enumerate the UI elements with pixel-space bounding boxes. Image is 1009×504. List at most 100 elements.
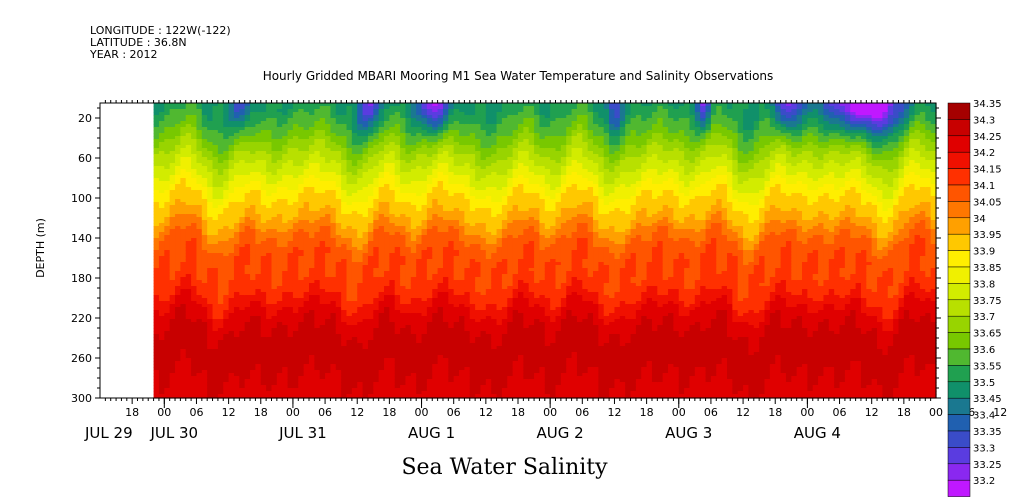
- heatmap-cell: [175, 301, 181, 305]
- heatmap-cell: [303, 289, 310, 293]
- heatmap-cell: [314, 127, 321, 131]
- heatmap-cell: [319, 286, 326, 290]
- heatmap-cell: [367, 277, 374, 281]
- heatmap-cell: [351, 262, 358, 266]
- heatmap-cell: [335, 184, 342, 188]
- heatmap-cell: [378, 208, 385, 212]
- heatmap-cell: [244, 244, 251, 248]
- heatmap-cell: [191, 346, 198, 350]
- heatmap-cell: [266, 190, 273, 194]
- heatmap-cell: [303, 136, 310, 140]
- heatmap-cell: [335, 346, 342, 350]
- heatmap-cell: [341, 232, 348, 236]
- heatmap-cell: [416, 118, 423, 122]
- heatmap-cell: [298, 139, 305, 143]
- heatmap-cell: [373, 268, 380, 272]
- heatmap-cell: [378, 283, 385, 287]
- heatmap-cell: [185, 241, 192, 245]
- heatmap-cell: [223, 325, 230, 329]
- heatmap-cell: [153, 232, 160, 236]
- heatmap-cell: [373, 187, 380, 191]
- heatmap-cell: [292, 130, 299, 134]
- heatmap-cell: [378, 163, 385, 167]
- heatmap-cell: [325, 277, 332, 281]
- heatmap-cell: [378, 349, 385, 353]
- heatmap-cell: [223, 226, 230, 230]
- heatmap-cell: [287, 280, 294, 284]
- heatmap-cell: [319, 328, 326, 332]
- heatmap-cell: [233, 319, 240, 323]
- heatmap-cell: [319, 109, 326, 113]
- heatmap-cell: [384, 385, 390, 389]
- heatmap-cell: [400, 226, 407, 230]
- heatmap-cell: [191, 358, 198, 362]
- heatmap-cell: [410, 307, 417, 311]
- heatmap-cell: [276, 118, 283, 122]
- heatmap-cell: [341, 331, 348, 335]
- heatmap-cell: [217, 268, 224, 272]
- heatmap-cell: [314, 337, 321, 341]
- heatmap-cell: [373, 139, 380, 143]
- heatmap-cell: [384, 160, 390, 164]
- heatmap-cell: [405, 208, 412, 212]
- heatmap-cell: [287, 106, 294, 110]
- heatmap-cell: [325, 199, 332, 203]
- heatmap-cell: [384, 118, 390, 122]
- heatmap-cell: [164, 190, 171, 194]
- heatmap-cell: [400, 307, 407, 311]
- heatmap-cell: [367, 205, 374, 209]
- heatmap-cell: [266, 163, 273, 167]
- heatmap-cell: [303, 163, 310, 167]
- heatmap-cell: [325, 367, 332, 371]
- heatmap-cell: [185, 169, 192, 173]
- heatmap-cell: [287, 298, 294, 302]
- heatmap-cell: [309, 148, 315, 152]
- heatmap-cell: [185, 253, 192, 257]
- heatmap-cell: [319, 301, 326, 305]
- heatmap-cell: [250, 265, 257, 269]
- heatmap-cell: [201, 343, 208, 347]
- heatmap-cell: [373, 292, 380, 296]
- heatmap-cell: [271, 259, 278, 263]
- heatmap-cell: [378, 331, 385, 335]
- heatmap-cell: [282, 202, 289, 206]
- heatmap-cell: [394, 184, 401, 188]
- heatmap-cell: [158, 286, 165, 290]
- heatmap-cell: [175, 289, 181, 293]
- heatmap-cell: [185, 262, 192, 266]
- heatmap-cell: [394, 292, 401, 296]
- heatmap-cell: [228, 352, 235, 356]
- heatmap-cell: [266, 154, 273, 158]
- heatmap-cell: [169, 367, 176, 371]
- heatmap-cell: [351, 337, 358, 341]
- heatmap-cell: [314, 145, 321, 149]
- heatmap-cell: [373, 190, 380, 194]
- heatmap-cell: [330, 169, 337, 173]
- heatmap-cell: [282, 331, 289, 335]
- heatmap-cell: [223, 283, 230, 287]
- heatmap-cell: [217, 244, 224, 248]
- heatmap-cell: [212, 322, 219, 326]
- heatmap-cell: [314, 196, 321, 200]
- heatmap-cell: [335, 310, 342, 314]
- heatmap-cell: [158, 229, 165, 233]
- heatmap-cell: [394, 235, 401, 239]
- heatmap-cell: [351, 208, 358, 212]
- heatmap-cell: [341, 196, 348, 200]
- heatmap-cell: [351, 256, 358, 260]
- heatmap-cell: [330, 391, 337, 395]
- heatmap-cell: [367, 298, 374, 302]
- heatmap-cell: [217, 238, 224, 242]
- heatmap-cell: [223, 379, 230, 383]
- heatmap-cell: [357, 151, 364, 155]
- heatmap-cell: [282, 355, 289, 359]
- heatmap-cell: [228, 307, 235, 311]
- heatmap-cell: [341, 121, 348, 125]
- heatmap-cell: [196, 322, 203, 326]
- heatmap-cell: [384, 115, 390, 119]
- heatmap-cell: [362, 214, 369, 218]
- heatmap-cell: [244, 124, 251, 128]
- heatmap-cell: [410, 295, 417, 299]
- heatmap-cell: [158, 106, 165, 110]
